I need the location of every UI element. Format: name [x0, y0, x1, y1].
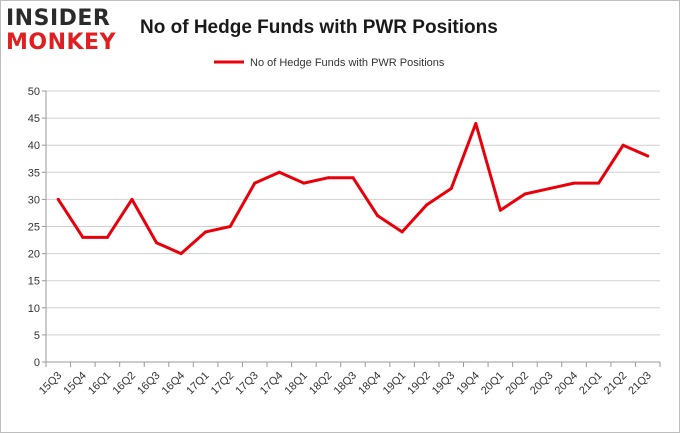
x-tick-label: 16Q3: [135, 370, 163, 398]
data-point: [572, 181, 576, 185]
data-point: [130, 197, 134, 201]
logo-top-text: INSIDER: [6, 6, 111, 31]
data-point: [474, 122, 478, 126]
x-tick-label: 17Q4: [258, 370, 286, 398]
y-tick-label: 50: [28, 86, 40, 98]
y-tick-labels: 0 5 10 15 20 25 30 35 40 45 50: [28, 86, 40, 369]
y-tick-label: 20: [28, 249, 40, 261]
data-point: [400, 230, 404, 234]
data-point: [646, 154, 650, 158]
x-tick-label: 17Q3: [233, 370, 261, 398]
x-tick-label: 21Q2: [602, 370, 630, 398]
data-point: [351, 176, 355, 180]
y-tick-label: 25: [28, 222, 40, 234]
chart-title: No of Hedge Funds with PWR Positions: [140, 17, 498, 38]
data-point: [449, 187, 453, 191]
data-point: [523, 192, 527, 196]
data-point: [498, 208, 502, 212]
data-point: [204, 230, 208, 234]
y-tick-label: 35: [28, 167, 40, 179]
x-tick-label: 20Q2: [504, 370, 532, 398]
x-tick-label: 20Q1: [479, 370, 507, 398]
data-point: [81, 235, 85, 239]
logo-bottom-text: MONKEY: [6, 30, 117, 55]
y-tick-label: 5: [34, 330, 40, 342]
y-tick-label: 45: [28, 113, 40, 125]
data-point: [155, 241, 159, 245]
insider-monkey-logo: INSIDER MONKEY: [6, 8, 128, 54]
x-tick-label: 19Q3: [430, 370, 458, 398]
data-point: [277, 170, 281, 174]
x-tick-label: 16Q1: [86, 370, 114, 398]
data-point: [547, 187, 551, 191]
y-tick-label: 30: [28, 194, 40, 206]
data-point: [179, 252, 183, 256]
x-tick-label: 15Q3: [37, 370, 65, 398]
legend: No of Hedge Funds with PWR Positions: [214, 57, 445, 69]
x-tick-label: 21Q3: [626, 370, 654, 398]
x-tick-label: 20Q3: [528, 370, 556, 398]
x-tick-label: 19Q4: [454, 370, 482, 398]
x-tick-label: 16Q4: [160, 370, 188, 398]
data-point: [376, 214, 380, 218]
x-tick-label: 18Q3: [332, 370, 360, 398]
x-tick-label: 15Q4: [61, 370, 89, 398]
x-tick-label: 20Q4: [553, 370, 581, 398]
x-tick-label: 19Q1: [381, 370, 409, 398]
data-point: [425, 203, 429, 207]
data-point: [253, 181, 257, 185]
x-tick-label: 16Q2: [111, 370, 139, 398]
gridlines: [46, 90, 660, 336]
data-point: [621, 143, 625, 147]
x-tick-label: 17Q1: [184, 370, 212, 398]
x-tick-labels: 15Q315Q416Q116Q216Q316Q417Q117Q217Q317Q4…: [37, 370, 654, 398]
legend-label: No of Hedge Funds with PWR Positions: [250, 57, 445, 69]
data-series: [56, 122, 650, 256]
x-tick-label: 18Q1: [282, 370, 310, 398]
data-point: [228, 225, 232, 228]
data-point: [326, 176, 330, 180]
x-tick-label: 17Q2: [209, 370, 237, 398]
y-tick-label: 40: [28, 140, 40, 152]
x-tick-label: 18Q2: [307, 370, 335, 398]
data-point: [105, 235, 109, 239]
y-tick-label: 15: [28, 276, 40, 288]
x-tick-label: 19Q2: [405, 370, 433, 398]
series-line: [56, 122, 650, 256]
axes: [42, 90, 661, 367]
x-tick-label: 21Q1: [577, 370, 605, 398]
x-tick-label: 18Q4: [356, 370, 384, 398]
y-tick-label: 10: [28, 303, 40, 315]
data-point: [597, 181, 601, 185]
data-point: [56, 197, 60, 201]
y-tick-label: 0: [34, 357, 40, 369]
data-point: [302, 181, 306, 185]
